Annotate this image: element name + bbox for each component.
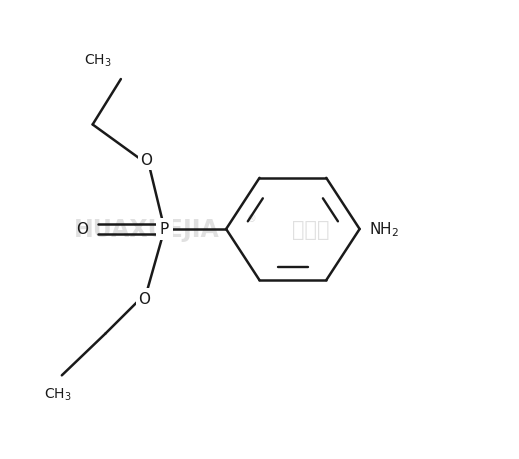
Text: O: O (76, 222, 88, 237)
Text: NH$_2$: NH$_2$ (369, 220, 399, 239)
Text: CH$_3$: CH$_3$ (84, 53, 112, 69)
Text: ®: ® (247, 213, 257, 223)
Text: CH$_3$: CH$_3$ (45, 386, 72, 402)
Text: 化学加: 化学加 (292, 219, 330, 240)
Text: O: O (138, 291, 150, 306)
Text: HUAXUEJIA: HUAXUEJIA (74, 218, 220, 241)
Text: O: O (141, 153, 153, 168)
Text: P: P (160, 222, 169, 237)
